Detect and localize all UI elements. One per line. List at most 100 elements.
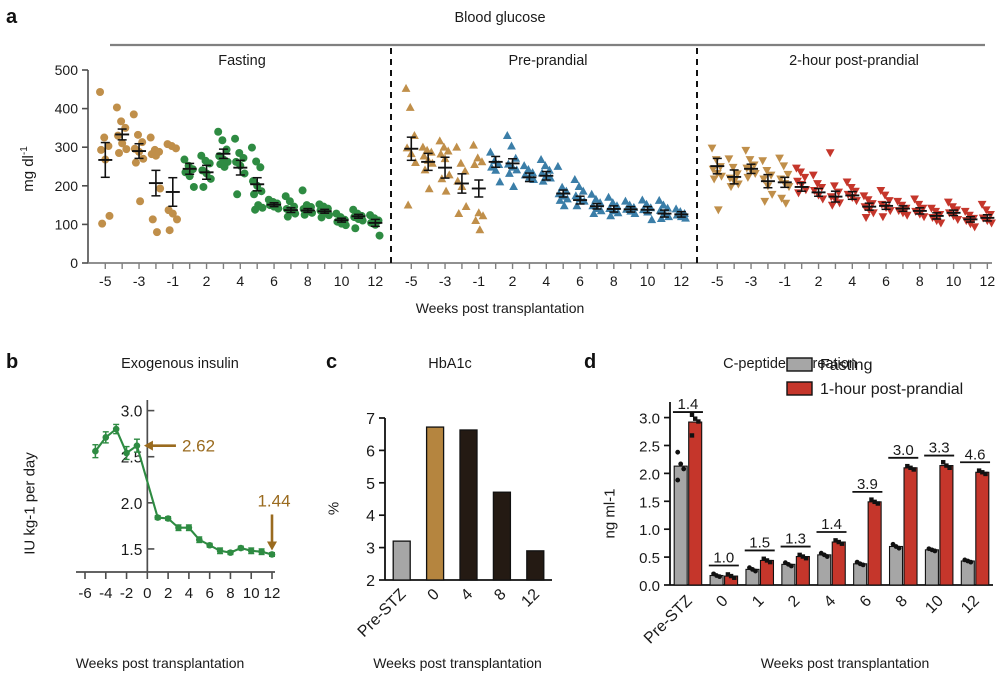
panel-b-data-point: [216, 547, 224, 555]
panel-a-data-point: [478, 211, 488, 220]
panel-a-data-point: [469, 140, 478, 149]
panel-a-data-point: [919, 213, 929, 222]
panel-a-data-point: [970, 223, 980, 232]
panel-a-data-point: [713, 206, 723, 215]
panel-d-legend-label: 1-hour post-prandial: [820, 381, 963, 398]
panel-a-data-point: [528, 168, 537, 177]
panel-d-scatter-point: [944, 463, 949, 468]
panel-d-scatter-point: [839, 541, 845, 546]
panel-d-scatter-point: [728, 573, 734, 579]
panel-a-data-point: [199, 182, 208, 191]
panel-d-scatter-point: [678, 461, 684, 467]
panel-d-xtick: 4: [821, 592, 839, 610]
panel-a-data-point: [578, 186, 588, 195]
panel-a-data-point: [172, 215, 181, 224]
panel-c-xtick: 12: [518, 586, 543, 611]
panel-a-data-point: [759, 175, 769, 184]
panel-c-ytick: 4: [366, 508, 375, 525]
panel-d-bar-postprandial: [795, 555, 810, 586]
panel-d-ytick: 2.5: [639, 438, 660, 455]
panel-d-scatter-point: [692, 416, 698, 421]
panel-a-data-point: [136, 197, 145, 206]
panel-a-xtick: 4: [542, 273, 550, 289]
panel-b-xtick: 0: [143, 585, 151, 602]
panel-d-scatter-point: [911, 467, 916, 472]
panel-a-data-point: [760, 197, 770, 206]
panel-a-data-point: [965, 211, 974, 220]
panel-d-ytick: 0.5: [639, 550, 660, 567]
panel-d-scatter-point: [908, 465, 913, 471]
panel-b-data-point: [123, 449, 130, 457]
panel-d-ytick: 2.0: [639, 466, 660, 483]
panel-d-scatter-point: [932, 548, 938, 554]
panel-b-label-1-44: 1.44: [257, 491, 290, 510]
panel-b-data-point: [102, 434, 110, 441]
panel-a-data-point: [537, 168, 547, 177]
panel-a-data-point: [439, 142, 449, 151]
panel-a-data-point: [122, 145, 131, 154]
panel-a-data-point: [902, 211, 912, 220]
panel-a-data-point: [604, 192, 613, 201]
panel-a-data-point: [647, 215, 657, 224]
panel-a-data-point: [827, 201, 837, 210]
panel-d-scatter-point: [717, 574, 722, 580]
panel-a-data-point: [574, 181, 584, 190]
panel-a-data-point: [105, 211, 114, 220]
panel-b-data-point: [268, 551, 276, 558]
panel-d-xtick: 1: [749, 592, 767, 610]
panel-a-data-point: [231, 134, 240, 143]
panel-a-data-point: [709, 175, 719, 184]
panel-a-data-point: [452, 142, 462, 151]
panel-a-data-point: [868, 209, 878, 218]
panel-a-xlabel: Weeks post transplantation: [415, 300, 585, 316]
panel-a-data-point: [801, 186, 811, 195]
panel-a-data-point: [793, 177, 802, 186]
panel-a-data-point: [171, 144, 180, 153]
panel-a-data-point: [436, 149, 446, 158]
panel-a-section-title: 2-hour post-prandial: [789, 53, 919, 69]
panel-d-bar-postprandial: [688, 421, 703, 586]
panel-a-xtick: -3: [439, 273, 452, 289]
panel-a-data-point: [741, 146, 751, 155]
panel-a-xtick: -1: [779, 273, 792, 289]
panel-a-data-point: [405, 102, 415, 111]
panel-a-data-point: [509, 181, 519, 190]
panel-a-data-point: [825, 149, 835, 158]
panel-a-data-point: [591, 194, 601, 203]
panel-a-data-point: [471, 215, 481, 224]
panel-d-scatter-point: [675, 477, 681, 483]
panel-d-bar-fasting: [924, 549, 939, 586]
panel-a-data-point: [511, 153, 521, 162]
panel-b-xtick: 2: [164, 585, 172, 602]
panel-a-xtick: 8: [610, 273, 618, 289]
panel-a-data-point: [180, 155, 189, 164]
panel-a-data-point: [258, 203, 267, 212]
panel-b-data-point: [112, 425, 120, 433]
panel-a-data-point: [588, 201, 598, 210]
panel-a-data-point: [519, 161, 529, 170]
panel-a-data-point: [540, 161, 550, 170]
panel-a-data-point: [251, 205, 260, 214]
panel-a-ytick: 400: [55, 101, 79, 117]
panel-b-data-point: [227, 549, 234, 556]
panel-a-xtick: 10: [334, 273, 350, 289]
panel-b-xtick: 12: [264, 585, 281, 602]
panel-a-xtick: 12: [368, 273, 384, 289]
panel-d-ratio-label: 1.3: [785, 531, 806, 548]
panel-a-data-point: [861, 214, 871, 223]
panel-a-data-point: [298, 186, 307, 195]
panel-a-data-point: [664, 212, 674, 221]
panel-a-data-point: [708, 165, 718, 174]
panel-a-data-point: [151, 151, 160, 160]
panel-d-legend-swatch: [786, 381, 813, 396]
panel-a-xtick: 10: [946, 273, 962, 289]
panel-d-bar-postprandial: [903, 467, 918, 586]
panel-d-scatter-point: [983, 471, 988, 477]
panel-a-data-point: [115, 148, 124, 157]
panel-a-data-point: [274, 204, 283, 213]
panel-a-data-point: [608, 198, 618, 207]
panel-b-xtick: 8: [226, 585, 234, 602]
panel-a-xtick: 2: [509, 273, 517, 289]
panel-d-scatter-point: [980, 470, 985, 475]
